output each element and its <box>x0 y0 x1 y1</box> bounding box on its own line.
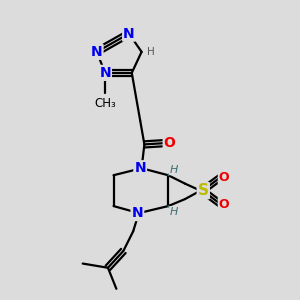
Text: N: N <box>134 161 146 175</box>
Text: S: S <box>198 183 209 198</box>
Text: CH₃: CH₃ <box>94 97 116 110</box>
Text: N: N <box>123 27 135 40</box>
Text: N: N <box>99 66 111 80</box>
Text: O: O <box>219 171 229 184</box>
Text: H: H <box>169 165 178 175</box>
Text: O: O <box>164 136 176 150</box>
Text: N: N <box>132 206 143 220</box>
Text: N: N <box>91 45 103 59</box>
Text: O: O <box>219 198 229 211</box>
Text: H: H <box>169 207 178 217</box>
Text: H: H <box>147 47 154 57</box>
